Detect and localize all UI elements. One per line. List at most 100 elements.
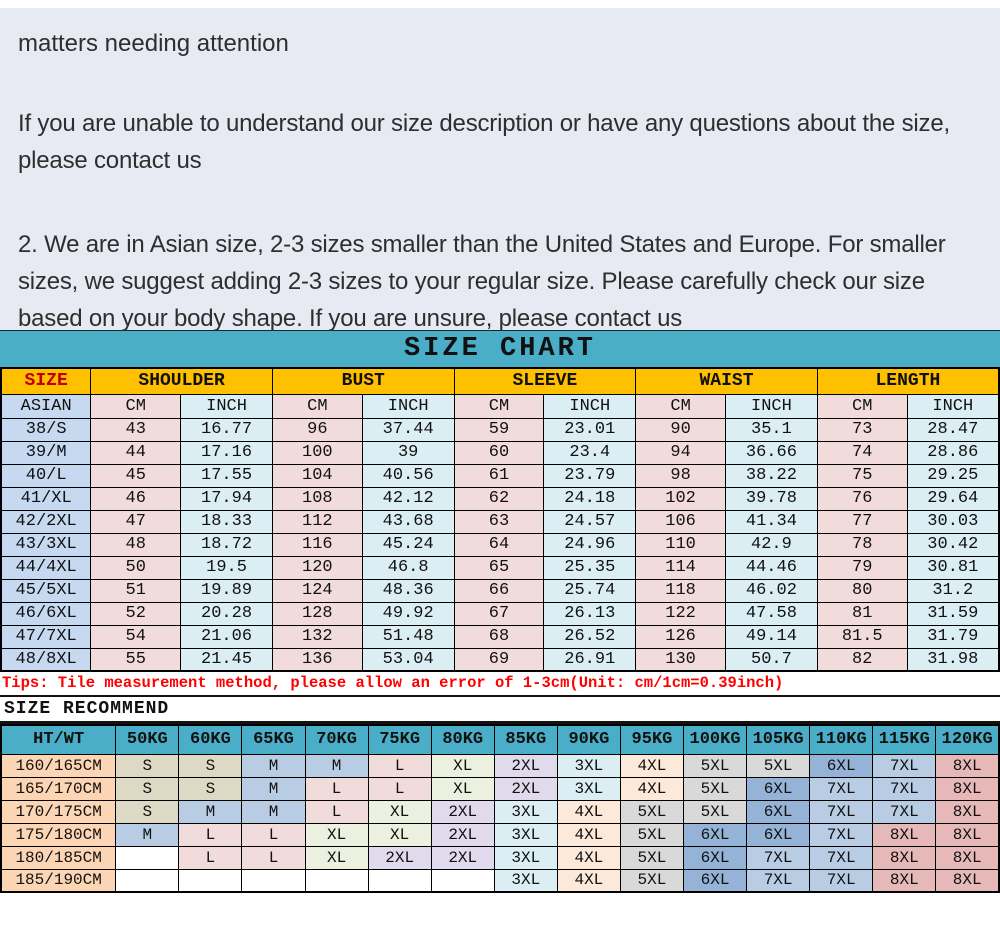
measurement-value: 24.96 (543, 532, 637, 557)
size-label: 38/S (0, 417, 92, 442)
measurement-value: 17.94 (180, 486, 273, 511)
measurement-value: 65 (453, 555, 545, 580)
measurement-value: 120 (271, 555, 363, 580)
unit-header-cm-5: CM (453, 393, 545, 419)
measurement-value: 24.18 (543, 486, 637, 511)
recommend-row-170-175cm: 170/175CM S M M L XL 2XL 3XL 4XL 5XL 5XL 6XL 7XL 7XL 8… (0, 799, 1000, 824)
measurement-value: 29.25 (906, 463, 1000, 488)
measurement-value: 31.98 (906, 647, 1000, 672)
unit-header-asian: ASIAN (0, 393, 92, 419)
measurement-value: 74 (816, 440, 908, 465)
measurement-value: 46.8 (361, 555, 455, 580)
measurement-value: 94 (635, 440, 726, 465)
size-row-39-m: 39/M 44 17.16 100 39 60 23.4 94 36.66 74 28.86 (0, 440, 1000, 465)
measurement-value: 25.74 (543, 578, 637, 603)
recommended-size: 6XL (809, 753, 874, 778)
size-recommend-body: 160/165CM S S M M L XL 2XL 3XL 4XL 5XL 5XL 6XL 7XL 8XL… (0, 753, 1000, 893)
weight-header-70kg: 70KG (304, 724, 369, 755)
measurement-value: 118 (635, 578, 726, 603)
empty-cell (304, 868, 369, 893)
recommended-size: 2XL (493, 753, 558, 778)
size-label: 40/L (0, 463, 92, 488)
measurement-value: 50 (90, 555, 182, 580)
measurement-value: 35.1 (725, 417, 818, 442)
recommended-size: 7XL (809, 822, 874, 847)
measurement-value: 23.4 (543, 440, 637, 465)
recommended-size: 8XL (872, 822, 937, 847)
size-label: 41/XL (0, 486, 92, 511)
recommended-size: M (304, 753, 369, 778)
measurement-value: 37.44 (361, 417, 455, 442)
recommend-row-160-165cm: 160/165CM S S M M L XL 2XL 3XL 4XL 5XL 5XL 6XL 7XL 8XL (0, 753, 1000, 778)
measurement-value: 75 (816, 463, 908, 488)
measurement-value: 90 (635, 417, 726, 442)
size-row-48-8xl: 48/8XL 55 21.45 136 53.04 69 26.91 130 50.7 82 31.… (0, 647, 1000, 672)
size-label: 46/6XL (0, 601, 92, 626)
measurement-value: 132 (271, 624, 363, 649)
recommended-size: 6XL (682, 868, 748, 893)
weight-header-95kg: 95KG (619, 724, 685, 755)
recommended-size: L (241, 845, 306, 870)
unit-header-cm-7: CM (635, 393, 726, 419)
intro-paragraph-1: If you are unable to understand our size… (18, 110, 950, 174)
size-row-41-xl: 41/XL 46 17.94 108 42.12 62 24.18 102 39.78 76 29.… (0, 486, 1000, 511)
recommended-size: 5XL (619, 822, 685, 847)
unit-header-inch-4: INCH (361, 393, 455, 419)
recommended-size: XL (367, 799, 432, 824)
measurement-value: 47 (90, 509, 182, 534)
measurement-value: 50.7 (725, 647, 818, 672)
measurement-value: 48.36 (361, 578, 455, 603)
recommended-size: 2XL (430, 845, 495, 870)
measurement-value: 16.77 (180, 417, 273, 442)
unit-header-inch-2: INCH (180, 393, 273, 419)
column-group-bust: BUST (271, 367, 455, 395)
recommended-size: 8XL (872, 845, 937, 870)
unit-header-inch-10: INCH (906, 393, 1000, 419)
measurement-value: 54 (90, 624, 182, 649)
measurement-value: 36.66 (725, 440, 818, 465)
measurement-value: 128 (271, 601, 363, 626)
height-range-label: 170/175CM (0, 799, 117, 824)
measurement-value: 55 (90, 647, 182, 672)
recommended-size: 8XL (935, 868, 1000, 893)
intro-paragraph-2: 2. We are in Asian size, 2-3 sizes small… (18, 231, 946, 332)
measurement-value: 46.02 (725, 578, 818, 603)
measurement-value: 48 (90, 532, 182, 557)
size-recommend-header: HT/WT 50KG 60KG 65KG 70KG 75KG 80KG 85KG 90KG 95K… (0, 724, 1000, 755)
column-group-shoulder: SHOULDER (90, 367, 273, 395)
measurement-value: 30.81 (906, 555, 1000, 580)
recommended-size: L (178, 845, 243, 870)
measurement-value: 136 (271, 647, 363, 672)
measurement-value: 38.22 (725, 463, 818, 488)
recommended-size: L (367, 753, 432, 778)
measurement-value: 17.55 (180, 463, 273, 488)
recommended-size: 4XL (556, 822, 621, 847)
recommended-size: 6XL (746, 776, 811, 801)
measurement-value: 106 (635, 509, 726, 534)
measurement-value: 26.52 (543, 624, 637, 649)
measurement-value: 25.35 (543, 555, 637, 580)
measurement-value: 30.42 (906, 532, 1000, 557)
recommended-size: 7XL (746, 845, 811, 870)
size-label: 42/2XL (0, 509, 92, 534)
unit-header-inch-8: INCH (725, 393, 818, 419)
measurement-value: 23.79 (543, 463, 637, 488)
measurement-value: 81 (816, 601, 908, 626)
recommended-size: 7XL (809, 845, 874, 870)
weight-header-75kg: 75KG (367, 724, 432, 755)
measurement-value: 43 (90, 417, 182, 442)
measurement-value: 19.89 (180, 578, 273, 603)
measurement-value: 114 (635, 555, 726, 580)
measurement-value: 26.13 (543, 601, 637, 626)
measurement-value: 116 (271, 532, 363, 557)
measurement-value: 24.57 (543, 509, 637, 534)
measurement-value: 112 (271, 509, 363, 534)
unit-header-cm-9: CM (816, 393, 908, 419)
measurement-value: 98 (635, 463, 726, 488)
measurement-value: 21.45 (180, 647, 273, 672)
recommended-size: 5XL (682, 776, 748, 801)
size-label: 43/3XL (0, 532, 92, 557)
measurement-value: 73 (816, 417, 908, 442)
measurement-value: 110 (635, 532, 726, 557)
